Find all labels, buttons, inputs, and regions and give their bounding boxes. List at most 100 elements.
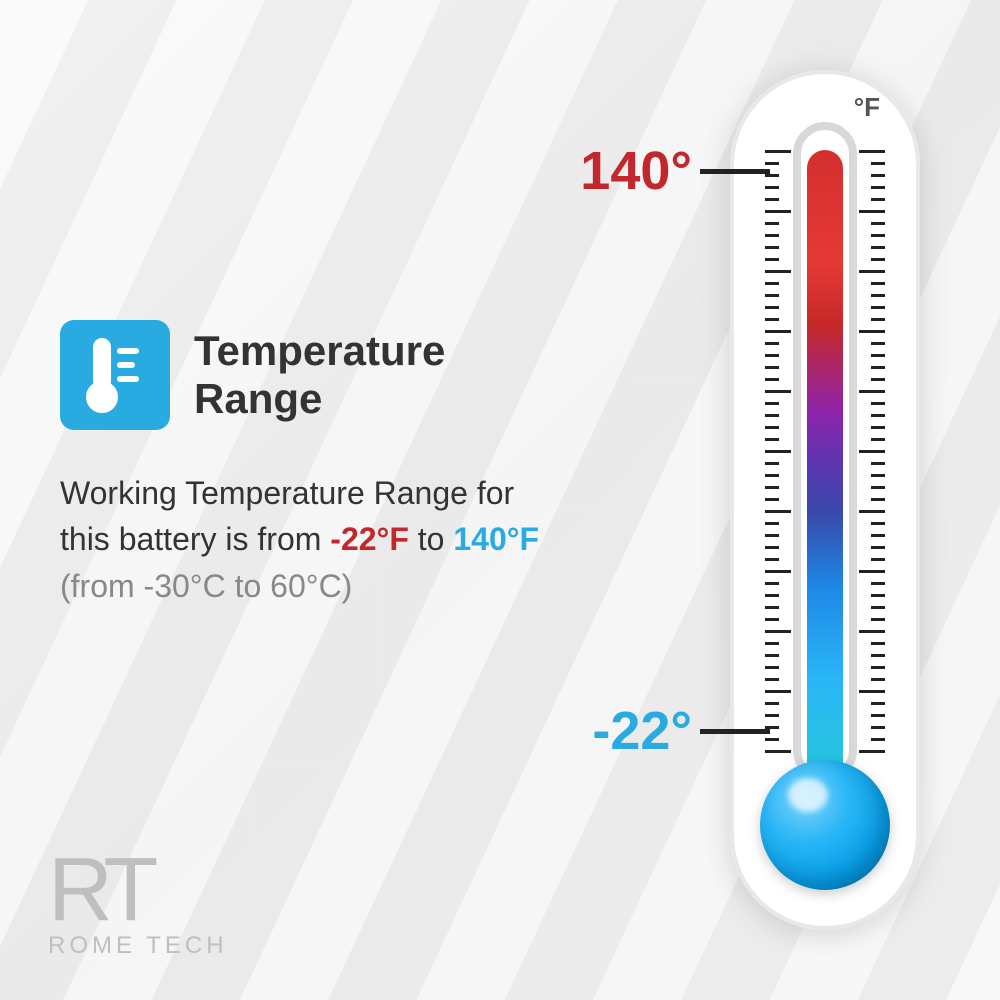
tick xyxy=(765,678,779,681)
tick xyxy=(859,690,885,693)
tick xyxy=(871,474,885,477)
tick xyxy=(765,462,779,465)
tick xyxy=(765,294,779,297)
high-marker: 140° xyxy=(580,140,770,202)
tick xyxy=(859,150,885,153)
tick xyxy=(859,210,885,213)
low-marker-line xyxy=(700,729,770,734)
tick xyxy=(871,294,885,297)
tick xyxy=(871,426,885,429)
tick xyxy=(871,642,885,645)
tick xyxy=(859,450,885,453)
low-temp-f: -22°F xyxy=(330,521,409,557)
celsius-range: (from -30°C to 60°C) xyxy=(60,568,352,604)
tick xyxy=(765,582,779,585)
tick xyxy=(765,390,791,393)
tick xyxy=(765,534,779,537)
thermometer-ticks xyxy=(765,150,885,760)
tick xyxy=(871,222,885,225)
tick xyxy=(765,594,779,597)
tick xyxy=(765,666,779,669)
tick xyxy=(871,606,885,609)
tick xyxy=(765,498,779,501)
tick xyxy=(871,558,885,561)
tick xyxy=(871,654,885,657)
tick xyxy=(765,306,779,309)
desc-mid: to xyxy=(409,521,453,557)
tick xyxy=(765,222,779,225)
thermometer: °F 140° -22° xyxy=(700,70,950,940)
tick xyxy=(765,414,779,417)
tick xyxy=(871,234,885,237)
logo-mark: RT xyxy=(48,854,228,926)
tick xyxy=(871,714,885,717)
tick xyxy=(765,330,791,333)
tick xyxy=(765,234,779,237)
tick xyxy=(871,582,885,585)
title: TemperatureRange xyxy=(194,327,445,424)
content-block: TemperatureRange Working Temperature Ran… xyxy=(60,320,560,609)
tick xyxy=(765,546,779,549)
tick xyxy=(871,534,885,537)
tick xyxy=(859,330,885,333)
logo-text: ROME TECH xyxy=(48,932,228,960)
tick xyxy=(871,618,885,621)
tick xyxy=(871,414,885,417)
header-row: TemperatureRange xyxy=(60,320,560,430)
tick xyxy=(765,642,779,645)
unit-label: °F xyxy=(854,92,880,123)
tick xyxy=(871,354,885,357)
high-marker-line xyxy=(700,169,770,174)
tick xyxy=(765,486,779,489)
tick xyxy=(871,174,885,177)
tick xyxy=(871,162,885,165)
tick xyxy=(765,246,779,249)
tick xyxy=(765,570,791,573)
tick xyxy=(765,522,779,525)
tick xyxy=(765,450,791,453)
tick xyxy=(871,522,885,525)
tick xyxy=(765,474,779,477)
description: Working Temperature Range for this batte… xyxy=(60,470,560,609)
tick xyxy=(765,618,779,621)
tick xyxy=(871,402,885,405)
tick xyxy=(871,594,885,597)
thermometer-icon xyxy=(60,320,170,430)
tick xyxy=(765,606,779,609)
tick xyxy=(871,342,885,345)
tick xyxy=(859,270,885,273)
tick xyxy=(871,702,885,705)
tick xyxy=(765,282,779,285)
tick xyxy=(859,570,885,573)
tick xyxy=(871,738,885,741)
tick xyxy=(871,438,885,441)
tick xyxy=(765,402,779,405)
low-marker: -22° xyxy=(592,700,770,762)
tick xyxy=(765,270,791,273)
tick xyxy=(859,390,885,393)
tick xyxy=(871,546,885,549)
tick xyxy=(765,558,779,561)
tick xyxy=(765,258,779,261)
tick xyxy=(765,342,779,345)
high-marker-value: 140° xyxy=(580,140,692,202)
thermometer-bulb xyxy=(760,760,890,890)
tick xyxy=(871,366,885,369)
brand-logo: RT ROME TECH xyxy=(48,854,228,960)
tick xyxy=(871,498,885,501)
tick xyxy=(859,750,885,753)
tick xyxy=(871,726,885,729)
tick xyxy=(765,426,779,429)
low-marker-value: -22° xyxy=(592,700,692,762)
tick xyxy=(871,306,885,309)
tick xyxy=(765,378,779,381)
tick xyxy=(871,378,885,381)
tick xyxy=(765,354,779,357)
tick xyxy=(871,246,885,249)
tick xyxy=(871,198,885,201)
tick xyxy=(871,462,885,465)
tick xyxy=(859,630,885,633)
tick xyxy=(765,630,791,633)
tick xyxy=(871,258,885,261)
tick xyxy=(765,318,779,321)
